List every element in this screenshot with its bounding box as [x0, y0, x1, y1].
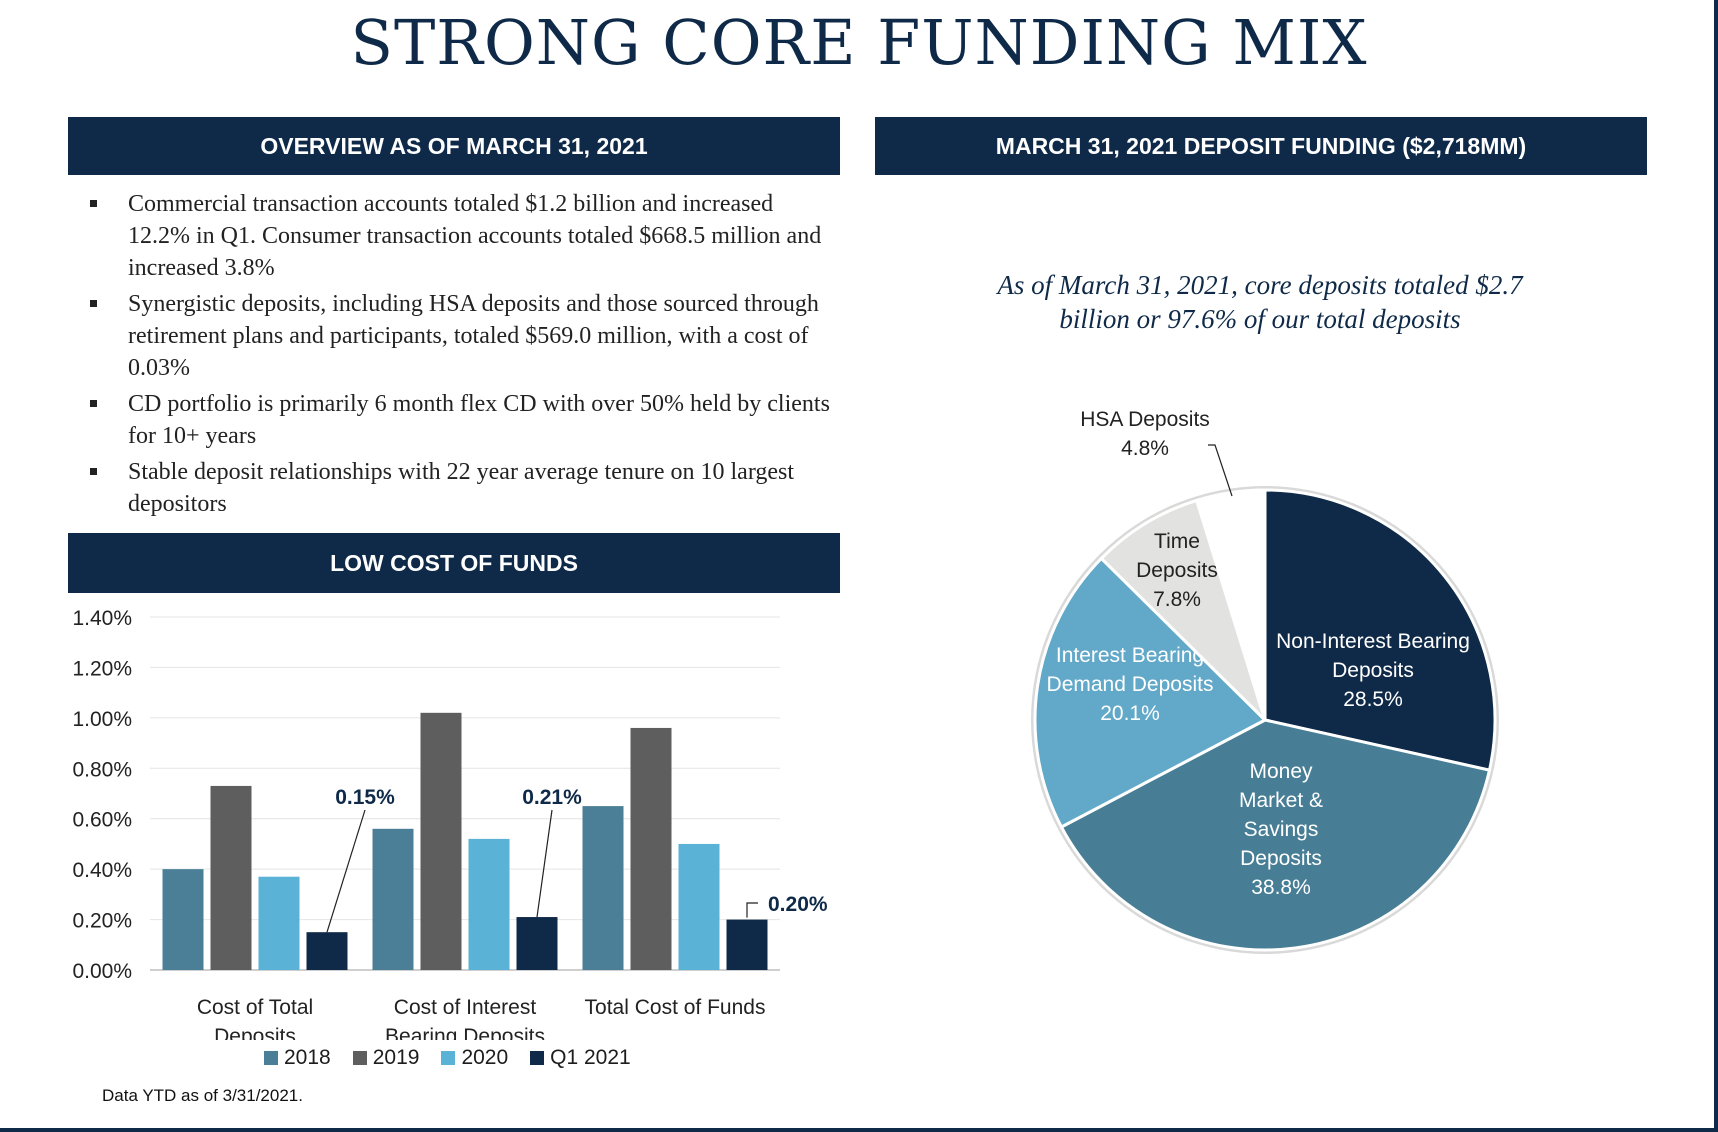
- cost-of-funds-bar-chart: 0.00% 0.20% 0.40% 0.60% 0.80% 1.00% 1.20% 1.40%…: [72, 607, 828, 1040]
- y-tick-label: 1.40%: [72, 607, 132, 630]
- legend-swatch-2019: [352, 1051, 367, 1065]
- y-tick-label: 1.20%: [72, 657, 132, 680]
- bar-2018: [582, 806, 624, 970]
- legend-label-2019: 2019: [372, 1046, 420, 1069]
- overview-bullet-list: Commercial transaction accounts totaled …: [80, 188, 840, 524]
- legend-swatch-2020: [441, 1051, 456, 1065]
- pie-slice-pct: 7.8%: [1153, 588, 1201, 611]
- overview-bullet: CD portfolio is primarily 6 month flex C…: [80, 388, 840, 452]
- category-label: Deposits: [214, 1025, 296, 1040]
- bar-2018: [372, 828, 414, 970]
- category-label: Cost of Interest: [394, 996, 537, 1019]
- pie-slice-pct: 38.8%: [1251, 876, 1311, 899]
- pie-slice-pct: 28.5%: [1343, 688, 1403, 711]
- bar-chart-legend: 2018 2019 2020 Q1 2021: [264, 1046, 631, 1070]
- y-tick-label: 0.80%: [72, 758, 132, 781]
- bullet-marker: [90, 300, 97, 307]
- bar-2018: [162, 869, 204, 970]
- legend-label-2020: 2020: [461, 1046, 509, 1069]
- data-label-leader: [326, 809, 366, 933]
- pie-slice-label: Demand Deposits: [1047, 673, 1214, 696]
- bar-2020: [258, 876, 300, 970]
- pie-slice: [1033, 556, 1268, 830]
- data-label: 0.21%: [522, 786, 582, 809]
- deposit-funding-pie-chart: Non-Interest Bearing Deposits 28.5% Money Ma…: [1031, 408, 1499, 954]
- data-label-leader: [536, 809, 553, 918]
- cost-of-funds-header: LOW COST OF FUNDS: [68, 533, 840, 593]
- data-label-leader: [746, 902, 758, 918]
- y-tick-label: 0.60%: [72, 809, 132, 832]
- legend-item-2020: 2020: [441, 1046, 508, 1070]
- bullet-marker: [90, 468, 97, 475]
- deposit-subtitle: As of March 31, 2021, core deposits tota…: [950, 268, 1570, 336]
- pie-slice-label: Interest Bearing: [1056, 644, 1204, 667]
- category-label: Total Cost of Funds: [585, 996, 766, 1019]
- y-tick-label: 0.20%: [72, 910, 132, 933]
- legend-item-2019: 2019: [352, 1046, 420, 1070]
- overview-bullet: Stable deposit relationships with 22 yea…: [80, 456, 840, 520]
- pie-slice-pct: 20.1%: [1100, 702, 1160, 725]
- pie-slice: [1059, 718, 1492, 952]
- overview-bullet: Synergistic deposits, including HSA depo…: [80, 288, 840, 384]
- pie-slice-label: Market &: [1239, 789, 1323, 812]
- bar-q1-2021: [516, 917, 558, 970]
- bar-2019: [420, 712, 462, 970]
- data-footnote: Data YTD as of 3/31/2021.: [102, 1086, 303, 1105]
- page-title: STRONG CORE FUNDING MIX: [350, 6, 1368, 79]
- legend-label-q1-2021: Q1 2021: [550, 1046, 631, 1069]
- y-tick-label: 1.00%: [72, 708, 132, 731]
- overview-bullet-text: CD portfolio is primarily 6 month flex C…: [128, 391, 830, 449]
- overview-header: OVERVIEW AS OF MARCH 31, 2021: [68, 117, 840, 175]
- data-label: 0.15%: [335, 786, 395, 809]
- pie-slice: [1263, 488, 1497, 772]
- pie-slice-pct: 4.8%: [1121, 437, 1169, 460]
- bar-2019: [630, 727, 672, 970]
- legend-swatch-q1-2021: [530, 1051, 545, 1065]
- pie-slice-label: Savings: [1244, 818, 1319, 841]
- pie-slice-label: Deposits: [1332, 659, 1414, 682]
- deposit-subtitle-line-2: billion or 97.6% of our total deposits: [1059, 304, 1461, 334]
- pie-slice-label: Time: [1154, 530, 1200, 553]
- legend-item-q1-2021: Q1 2021: [530, 1046, 631, 1070]
- bar-2019: [210, 785, 252, 970]
- page-border-bottom: [0, 1128, 1718, 1132]
- bar-q1-2021: [306, 932, 348, 970]
- legend-swatch-2018: [264, 1051, 278, 1065]
- overview-bullet-text: Stable deposit relationships with 22 yea…: [128, 459, 795, 517]
- pie-slice: [1099, 498, 1267, 722]
- pie-slice-label: HSA Deposits: [1080, 408, 1210, 431]
- hsa-leader-line: [1208, 444, 1233, 497]
- legend-label-2018: 2018: [284, 1046, 331, 1069]
- pie-slice-label: Non-Interest Bearing: [1276, 630, 1470, 653]
- bar-q1-2021: [726, 919, 768, 970]
- data-label: 0.20%: [768, 893, 828, 916]
- y-tick-label: 0.40%: [72, 859, 132, 882]
- overview-bullet-text: Commercial transaction accounts totaled …: [128, 191, 822, 281]
- bar-2020: [678, 843, 720, 970]
- pie-slice-label: Money: [1249, 760, 1313, 783]
- page-border-right: [1714, 0, 1718, 1132]
- deposit-funding-header: MARCH 31, 2021 DEPOSIT FUNDING ($2,718MM…: [875, 117, 1647, 175]
- pie-slice-label: Deposits: [1136, 559, 1218, 582]
- overview-bullet-text: Synergistic deposits, including HSA depo…: [128, 291, 819, 381]
- bullet-marker: [90, 400, 97, 407]
- overview-bullet: Commercial transaction accounts totaled …: [80, 188, 840, 284]
- category-label: Bearing Deposits: [385, 1025, 545, 1040]
- deposit-subtitle-line-1: As of March 31, 2021, core deposits tota…: [997, 270, 1523, 300]
- bar-2020: [468, 838, 510, 970]
- y-tick-label: 0.00%: [72, 960, 132, 983]
- legend-item-2018: 2018: [264, 1046, 331, 1070]
- category-label: Cost of Total: [197, 996, 313, 1019]
- pie-slice-label: Deposits: [1240, 847, 1322, 870]
- bullet-marker: [90, 200, 97, 207]
